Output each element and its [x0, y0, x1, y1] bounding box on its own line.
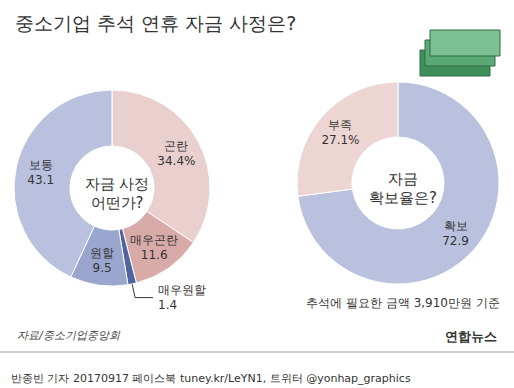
svg-text:72.9: 72.9 — [442, 234, 469, 248]
svg-text:34.4%: 34.4% — [157, 154, 195, 168]
svg-text:반종빈 기자 20170917 페이스북 tuney.kr/: 반종빈 기자 20170917 페이스북 tuney.kr/LeYN1, 트위터… — [11, 372, 411, 385]
svg-text:1.4: 1.4 — [158, 298, 177, 312]
svg-text:곤란: 곤란 — [164, 139, 188, 153]
svg-text:추석에 필요한 금액 3,910만원 기준: 추석에 필요한 금액 3,910만원 기준 — [306, 296, 500, 310]
svg-text:매우곤란: 매우곤란 — [130, 233, 178, 247]
svg-text:자금: 자금 — [388, 170, 418, 188]
svg-text:자료/중소기업중앙회: 자료/중소기업중앙회 — [17, 329, 121, 342]
svg-text:연합뉴스: 연합뉴스 — [445, 329, 497, 344]
svg-text:매우원할: 매우원할 — [158, 283, 206, 297]
svg-text:중소기업 추석 연휴 자금 사정은?: 중소기업 추석 연휴 자금 사정은? — [15, 12, 296, 34]
svg-text:27.1%: 27.1% — [321, 133, 359, 147]
svg-text:자금 사정: 자금 사정 — [85, 175, 150, 193]
svg-text:43.1: 43.1 — [27, 173, 54, 187]
svg-text:9.5: 9.5 — [93, 261, 112, 275]
svg-text:확보: 확보 — [444, 219, 468, 233]
svg-text:원할: 원할 — [90, 246, 114, 260]
svg-text:11.6: 11.6 — [141, 248, 168, 262]
svg-text:어떤가?: 어떤가? — [91, 194, 144, 212]
svg-text:확보율은?: 확보율은? — [369, 189, 437, 207]
svg-text:보통: 보통 — [29, 158, 53, 172]
svg-text:부족: 부족 — [328, 118, 352, 132]
